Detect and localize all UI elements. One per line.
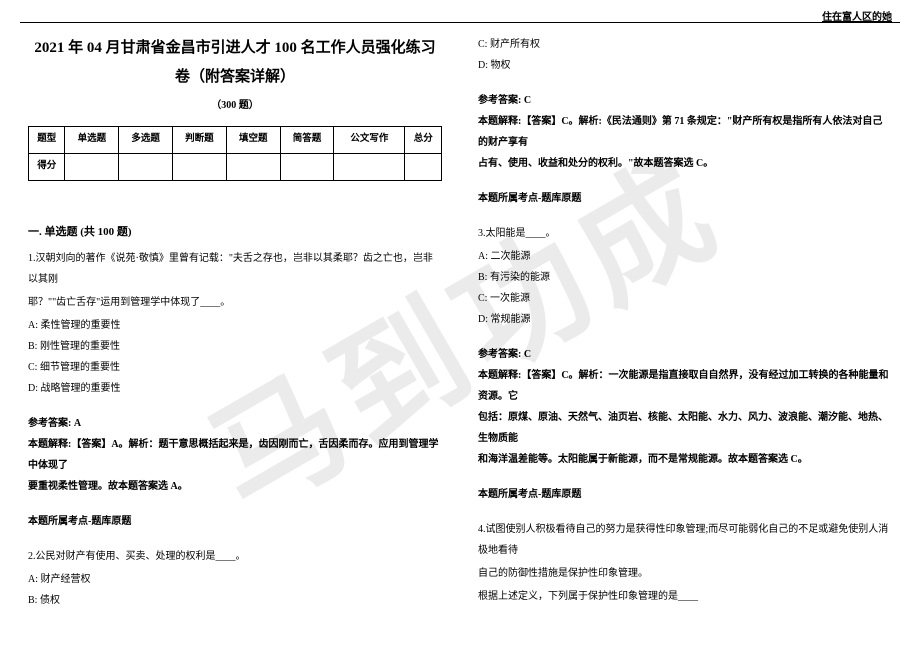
th-multi: 多选题 [119,127,173,154]
q1-stem2: 耶？""齿亡舌存"运用到管理学中体现了____。 [28,292,442,313]
title-line1: 2021 年 04 月甘肃省金昌市引进人才 100 名工作人员强化练习 [28,34,442,63]
th-short: 简答题 [280,127,334,154]
q1-opt-b: B: 刚性管理的重要性 [28,336,442,357]
q3-opt-a: A: 二次能源 [478,246,892,267]
th-type: 题型 [29,127,65,154]
td-score-label: 得分 [29,153,65,180]
q2-point: 本题所属考点-题库原题 [478,188,892,209]
th-fill: 填空题 [226,127,280,154]
title-line2: 卷（附答案详解） [28,63,442,92]
th-total: 总分 [405,127,442,154]
q2-stem: 2.公民对财产有使用、买卖、处理的权利是____。 [28,546,442,567]
q1-opt-d: D: 战略管理的重要性 [28,378,442,399]
q4-stem1: 4.试图使别人积极看待自己的努力是获得性印象管理;而尽可能弱化自己的不足或避免使… [478,519,892,561]
td-blank [226,153,280,180]
question-count: （300 题） [28,95,442,116]
q1-opt-c: C: 细节管理的重要性 [28,357,442,378]
doc-title: 2021 年 04 月甘肃省金昌市引进人才 100 名工作人员强化练习 卷（附答… [28,34,442,91]
q1-opt-a: A: 柔性管理的重要性 [28,315,442,336]
q2-exp1: 本题解释:【答案】C。解析:《民法通则》第 71 条规定："财产所有权是指所有人… [478,111,892,153]
td-blank [173,153,227,180]
q2-answer: 参考答案: C [478,90,892,111]
q1-exp2: 要重视柔性管理。故本题答案选 A。 [28,476,442,497]
th-single: 单选题 [65,127,119,154]
q3-opt-d: D: 常规能源 [478,309,892,330]
q3-opt-c: C: 一次能源 [478,288,892,309]
q2-opt-b: B: 债权 [28,590,442,611]
q3-opt-b: B: 有污染的能源 [478,267,892,288]
q2-opt-d: D: 物权 [478,55,892,76]
td-blank [405,153,442,180]
q3-exp1: 本题解释:【答案】C。解析：一次能源是指直接取自自然界，没有经过加工转换的各种能… [478,365,892,407]
q3-answer: 参考答案: C [478,344,892,365]
q3-point: 本题所属考点-题库原题 [478,484,892,505]
page-content: 2021 年 04 月甘肃省金昌市引进人才 100 名工作人员强化练习 卷（附答… [0,0,920,615]
q3-exp3: 和海洋温差能等。太阳能属于新能源，而不是常规能源。故本题答案选 C。 [478,449,892,470]
q1-exp1: 本题解释:【答案】A。解析：题干意思概括起来是，齿因刚而亡，舌因柔而存。应用到管… [28,434,442,476]
q2-opt-a: A: 财产经营权 [28,569,442,590]
q3-exp2: 包括：原煤、原油、天然气、油页岩、核能、太阳能、水力、风力、波浪能、潮汐能、地热… [478,407,892,449]
th-judge: 判断题 [173,127,227,154]
q1-point: 本题所属考点-题库原题 [28,511,442,532]
table-row: 得分 [29,153,442,180]
section-heading: 一. 单选题 (共 100 题) [28,221,442,244]
score-table: 题型 单选题 多选题 判断题 填空题 简答题 公文写作 总分 得分 [28,126,442,181]
table-row: 题型 单选题 多选题 判断题 填空题 简答题 公文写作 总分 [29,127,442,154]
q4-stem3: 根据上述定义，下列属于保护性印象管理的是____ [478,586,892,607]
td-blank [119,153,173,180]
q3-stem: 3.太阳能是____。 [478,223,892,244]
q2-exp2: 占有、使用、收益和处分的权利。"故本题答案选 C。 [478,153,892,174]
q4-stem2: 自己的防御性措施是保护性印象管理。 [478,563,892,584]
q2-opt-c: C: 财产所有权 [478,34,892,55]
th-writing: 公文写作 [334,127,405,154]
title-block: 2021 年 04 月甘肃省金昌市引进人才 100 名工作人员强化练习 卷（附答… [28,34,442,181]
q1-stem1: 1.汉朝刘向的著作《说苑·敬慎》里曾有记载："夫舌之存也，岂非以其柔耶？齿之亡也… [28,248,442,290]
td-blank [65,153,119,180]
td-blank [334,153,405,180]
q1-answer: 参考答案: A [28,413,442,434]
td-blank [280,153,334,180]
